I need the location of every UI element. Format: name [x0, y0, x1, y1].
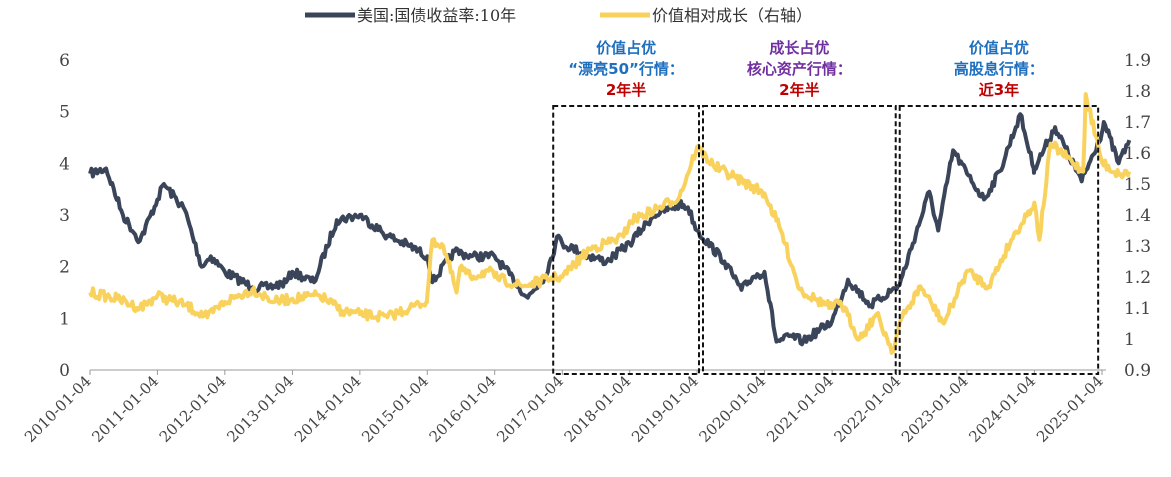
x-tick-label: 2012-01-04	[156, 372, 230, 446]
y-right-tick-label: 1.2	[1124, 268, 1151, 288]
x-tick-label: 2010-01-04	[21, 372, 95, 446]
x-tick-label: 2020-01-04	[695, 372, 769, 446]
y-right-tick-label: 1.4	[1124, 206, 1151, 226]
x-tick-label: 2025-01-04	[1033, 372, 1107, 446]
y-right-tick-label: 1.9	[1124, 51, 1151, 71]
y-right-tick-label: 1.7	[1124, 113, 1151, 133]
x-tick-label: 2017-01-04	[493, 372, 567, 446]
y-right-tick-label: 0.9	[1124, 361, 1151, 381]
regime-annotation-line: 价值占优	[596, 39, 656, 57]
regime-annotation-line: 成长占优	[769, 39, 829, 57]
regime-box	[898, 105, 1100, 375]
y-left-tick-label: 6	[59, 51, 70, 71]
y-left-tick-label: 2	[59, 258, 70, 278]
regime-annotation-line: 核心资产行情：	[747, 60, 852, 78]
x-tick-label: 2023-01-04	[898, 372, 972, 446]
y-left-tick-label: 3	[59, 206, 70, 226]
x-tick-label: 2022-01-04	[831, 372, 905, 446]
x-tick-label: 2014-01-04	[291, 372, 365, 446]
x-tick-label: 2011-01-04	[88, 372, 162, 446]
annotation-boxes	[552, 105, 1100, 375]
x-tick-label: 2018-01-04	[561, 372, 635, 446]
x-tick-label: 2021-01-04	[763, 372, 837, 446]
x-tick-label: 2024-01-04	[965, 372, 1039, 446]
series-line-us-10y-yield	[88, 112, 1132, 347]
y-right-tick-label: 1	[1124, 330, 1135, 350]
regime-annotation-line: 价值占优	[969, 39, 1029, 57]
regime-annotation-line: 2年半	[779, 81, 819, 99]
regime-box	[552, 105, 701, 375]
regime-box	[702, 105, 897, 375]
regime-annotation-line: 2年半	[606, 81, 646, 99]
y-right-tick-label: 1.3	[1124, 237, 1151, 257]
regime-annotation-line: 近3年	[979, 81, 1019, 99]
y-right-tick-label: 1.5	[1124, 175, 1151, 195]
x-tick-label: 2013-01-04	[223, 372, 297, 446]
legend-label-value-growth: 价值相对成长（右轴）	[652, 6, 812, 25]
series-line-value-vs-growth	[88, 92, 1132, 355]
y-right-tick-label: 1.1	[1124, 299, 1151, 319]
x-tick-label: 2016-01-04	[426, 372, 500, 446]
regime-annotation-line: “漂亮50”行情：	[568, 60, 684, 78]
regime-annotation-line: 高股息行情：	[954, 60, 1044, 78]
series-lines	[88, 92, 1132, 355]
y-right-tick-label: 1.6	[1124, 144, 1151, 164]
y-left-tick-label: 0	[59, 361, 70, 381]
x-tick-label: 2019-01-04	[628, 372, 702, 446]
y-left-tick-label: 1	[59, 309, 70, 329]
y-left-tick-label: 5	[59, 103, 70, 123]
y-left-tick-label: 4	[59, 154, 70, 174]
y-right-tick-label: 1.8	[1124, 82, 1151, 102]
legend: 美国:国债收益率:10年 价值相对成长（右轴）	[305, 6, 812, 25]
x-tick-label: 2015-01-04	[358, 372, 432, 446]
legend-label-yield: 美国:国债收益率:10年	[357, 6, 516, 25]
